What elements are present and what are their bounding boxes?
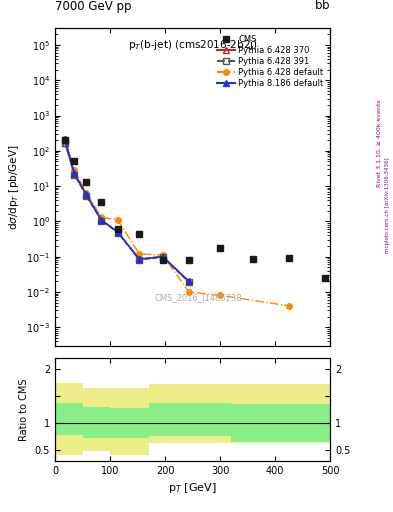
Line: CMS: CMS xyxy=(61,137,328,281)
CMS xyxy=(160,257,165,263)
Line: Pythia 6.428 370: Pythia 6.428 370 xyxy=(62,140,191,284)
Pythia 6.428 391 xyxy=(62,140,67,146)
Pythia 8.186 default xyxy=(160,253,165,260)
Pythia 6.428 391 xyxy=(186,279,191,285)
CMS xyxy=(218,245,222,251)
Pythia 6.428 370 xyxy=(99,217,104,223)
Y-axis label: d$\sigma$/dp$_T$ [pb/GeV]: d$\sigma$/dp$_T$ [pb/GeV] xyxy=(7,144,20,229)
Pythia 6.428 391 xyxy=(72,172,77,178)
CMS xyxy=(137,230,141,237)
Pythia 6.428 default xyxy=(218,292,222,298)
Pythia 6.428 370 xyxy=(72,171,77,177)
Pythia 6.428 370 xyxy=(116,229,120,235)
Pythia 8.186 default xyxy=(84,191,89,198)
Pythia 6.428 391 xyxy=(160,254,165,261)
Pythia 8.186 default xyxy=(137,256,141,262)
CMS xyxy=(186,257,191,263)
Y-axis label: Ratio to CMS: Ratio to CMS xyxy=(19,378,29,441)
Pythia 6.428 default xyxy=(286,303,291,309)
X-axis label: p$_T$ [GeV]: p$_T$ [GeV] xyxy=(168,481,217,495)
Pythia 6.428 370 xyxy=(186,278,191,284)
Pythia 8.186 default xyxy=(99,217,104,223)
Pythia 6.428 370 xyxy=(62,140,67,146)
Text: Rivet 3.1.10, ≥ 400k events: Rivet 3.1.10, ≥ 400k events xyxy=(377,99,382,187)
Pythia 8.186 default xyxy=(116,229,120,235)
Pythia 6.428 391 xyxy=(116,229,120,236)
Text: p$_T$(b-jet) (cms2016-2b2j): p$_T$(b-jet) (cms2016-2b2j) xyxy=(128,38,257,52)
Pythia 6.428 370 xyxy=(137,256,141,262)
Legend: CMS, Pythia 6.428 370, Pythia 6.428 391, Pythia 6.428 default, Pythia 8.186 defa: CMS, Pythia 6.428 370, Pythia 6.428 391,… xyxy=(214,32,326,91)
Pythia 6.428 default xyxy=(99,214,104,220)
CMS xyxy=(286,255,291,261)
CMS xyxy=(116,226,120,232)
Pythia 6.428 391 xyxy=(137,257,141,263)
Line: Pythia 6.428 default: Pythia 6.428 default xyxy=(62,136,292,309)
CMS xyxy=(251,256,255,262)
Pythia 6.428 default xyxy=(116,217,120,223)
Pythia 8.186 default xyxy=(72,170,77,177)
Pythia 8.186 default xyxy=(62,136,67,142)
Pythia 6.428 default xyxy=(137,251,141,257)
Pythia 6.428 370 xyxy=(160,253,165,260)
Text: b$\bar{\rm b}$: b$\bar{\rm b}$ xyxy=(314,0,330,13)
Pythia 8.186 default xyxy=(186,278,191,284)
Text: CMS_2016_I1486238: CMS_2016_I1486238 xyxy=(154,293,242,303)
Pythia 6.428 370 xyxy=(84,192,89,198)
CMS xyxy=(99,199,104,205)
Pythia 6.428 391 xyxy=(99,218,104,224)
CMS xyxy=(72,158,77,164)
CMS xyxy=(84,179,89,185)
Pythia 6.428 391 xyxy=(84,193,89,199)
Pythia 6.428 default xyxy=(84,189,89,196)
Pythia 6.428 default xyxy=(186,289,191,295)
Text: 7000 GeV pp: 7000 GeV pp xyxy=(55,0,132,13)
Line: Pythia 8.186 default: Pythia 8.186 default xyxy=(62,136,191,284)
CMS xyxy=(322,275,327,281)
Pythia 6.428 default xyxy=(72,167,77,174)
CMS xyxy=(62,137,67,143)
Line: Pythia 6.428 391: Pythia 6.428 391 xyxy=(62,140,191,285)
Pythia 6.428 default xyxy=(62,136,67,142)
Pythia 6.428 default xyxy=(160,252,165,258)
Text: mcplots.cern.ch [arXiv:1306.3436]: mcplots.cern.ch [arXiv:1306.3436] xyxy=(385,157,389,252)
